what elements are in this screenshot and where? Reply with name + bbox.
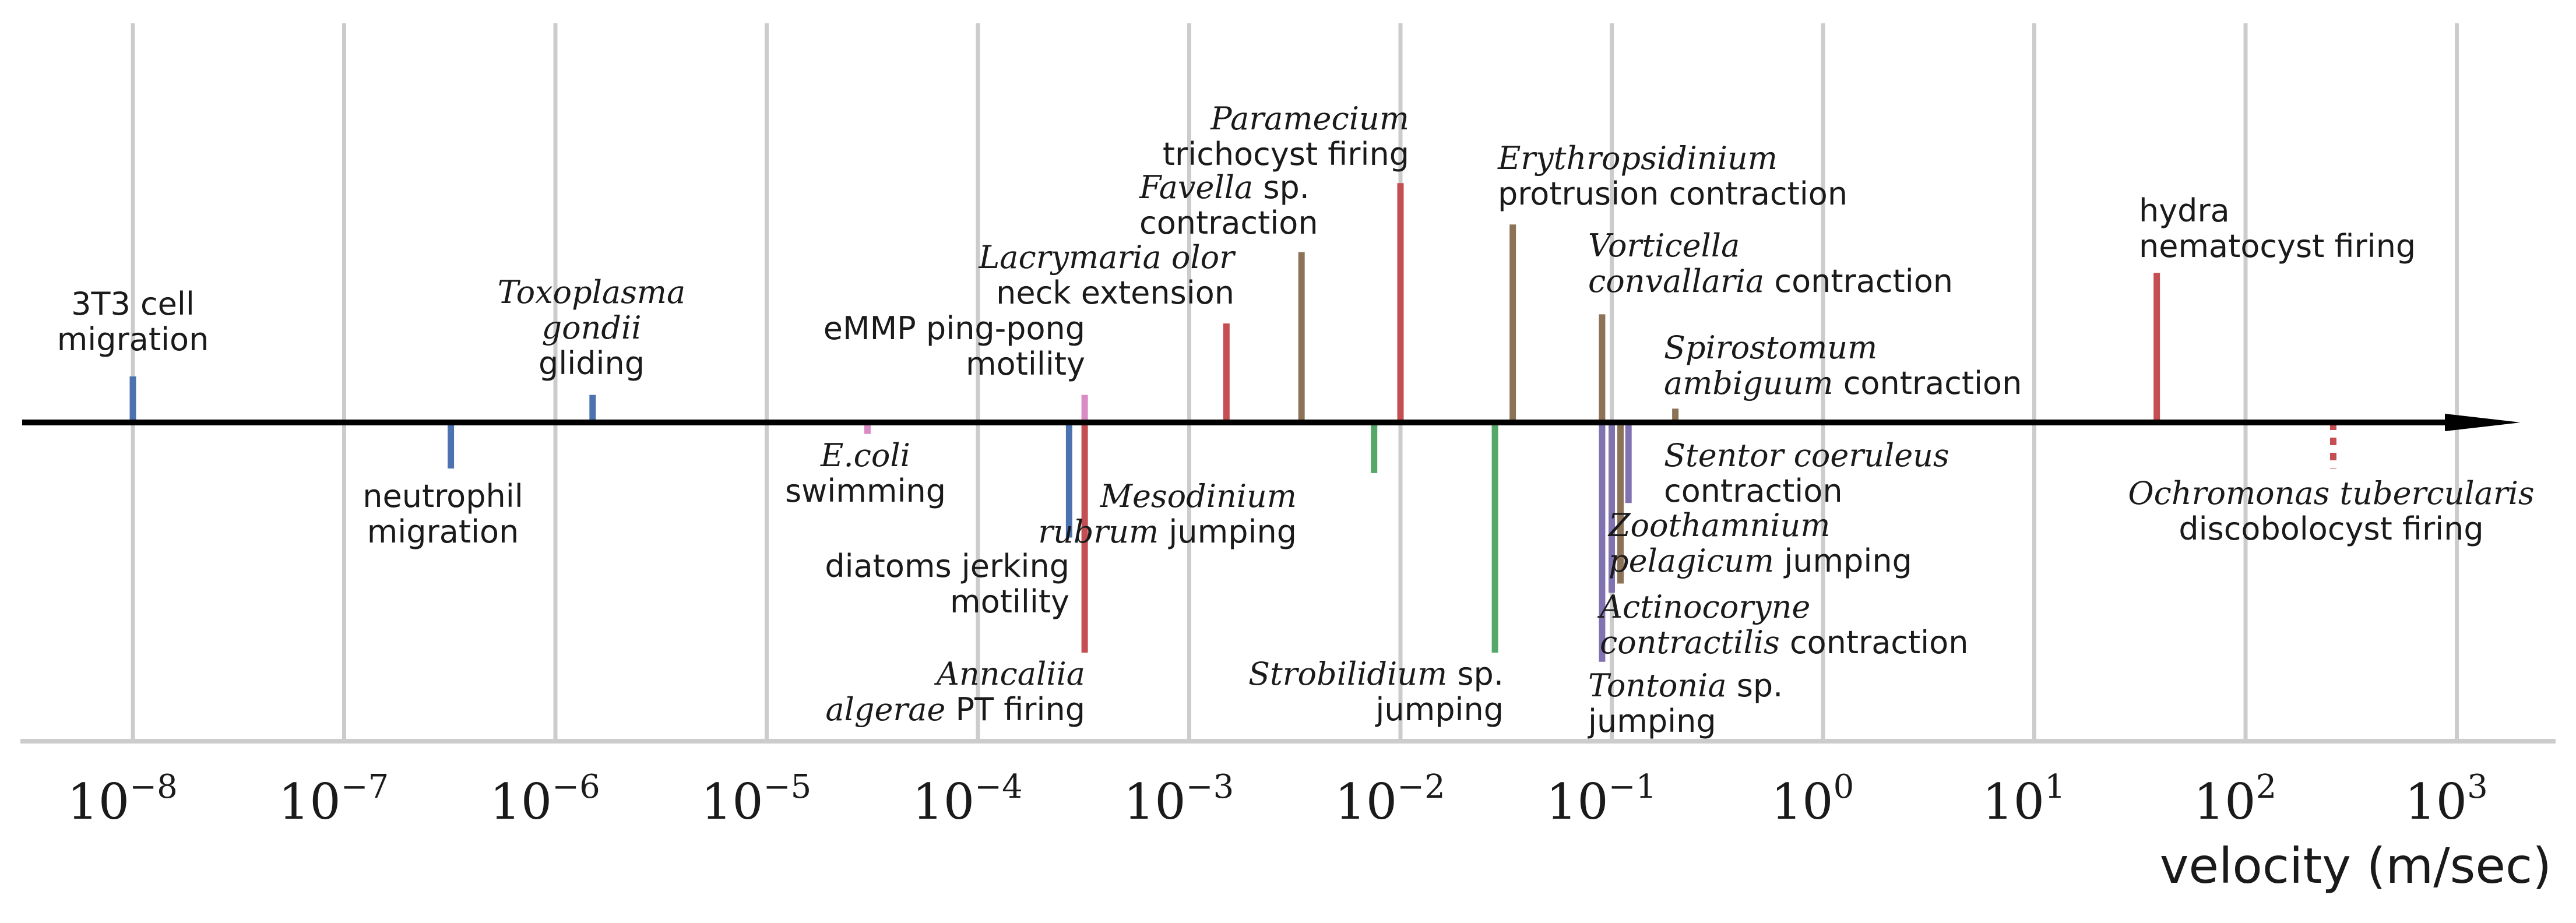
point-label: Erythropsidinium protrusion contraction (1497, 140, 1847, 212)
x-tick-label: 10−3 (1124, 768, 1234, 830)
x-tick-label: 101 (1982, 768, 2065, 830)
x-tick-label: 103 (2405, 768, 2488, 830)
point-label: Mesodinium rubrum jumping (1038, 478, 1297, 550)
point-label: Stentor coeruleus contraction (1664, 437, 1949, 509)
point-label: Strobilidium sp. jumping (1248, 656, 1504, 728)
point-label: Anncaliia algerae PT firing (825, 656, 1085, 728)
point-label: Tontonia sp. jumping (1588, 667, 1783, 739)
x-tick-label: 10−6 (490, 768, 600, 830)
gridlines (131, 23, 2459, 741)
point-label: Paramecium trichocyst firing (1163, 100, 1409, 172)
x-tick-label: 10−7 (279, 768, 389, 830)
point-label: Lacrymaria olor neck extension (978, 239, 1236, 311)
point-label: Toxoplasma gondii gliding (498, 274, 685, 382)
x-tick-label: 100 (1771, 768, 1854, 830)
point-label: 3T3 cell migration (57, 286, 209, 358)
x-tick-label: 10−4 (912, 768, 1022, 830)
x-tick-label: 10−8 (67, 768, 177, 830)
x-tick-label: 10−2 (1335, 768, 1445, 830)
point-label: Zoothamnium pelagicum jumping (1607, 507, 1912, 579)
point-label: Actinocoryne contractilis contraction (1597, 589, 1968, 661)
x-tick-label: 102 (2194, 768, 2277, 830)
point-label: hydra nematocyst firing (2139, 192, 2416, 265)
point-labels: 3T3 cell migration neutrophil migration Toxo… (57, 100, 2535, 739)
x-axis-label: velocity (m/sec) (2160, 837, 2552, 894)
point-label: neutrophil migration (363, 478, 523, 550)
arrow-head-icon (2445, 414, 2521, 431)
point-label: E.coli swimming (785, 437, 946, 509)
x-tick-label: 10−5 (701, 768, 811, 830)
velocity-stems (129, 183, 2336, 662)
point-label: Favella sp. contraction (1139, 169, 1318, 241)
x-tick-labels: 10−8 10−7 10−6 10−5 10−4 10−3 10−2 10−1 100 101 10… (67, 768, 2487, 830)
point-label: diatoms jerking motility (825, 548, 1069, 620)
point-label: Vorticella convallaria contraction (1588, 227, 1953, 300)
point-label: eMMP ping-pong motility (824, 310, 1085, 382)
x-tick-label: 10−1 (1546, 768, 1656, 830)
point-label: Spirostomum ambiguum contraction (1664, 329, 2022, 401)
point-label: Ochromonas tubercularis discobolocyst fir… (2128, 475, 2534, 547)
